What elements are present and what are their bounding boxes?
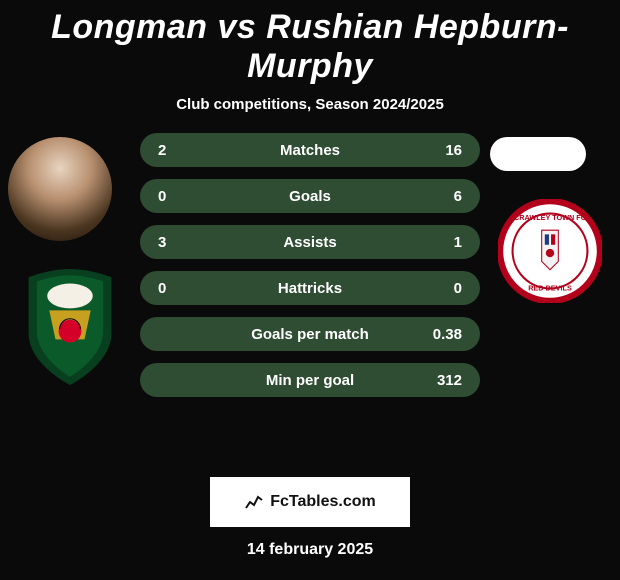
stat-label: Min per goal: [188, 372, 432, 389]
stat-right-value: 16: [432, 142, 462, 159]
stats-rows: 2 Matches 16 0 Goals 6 3 Assists 1 0 Hat…: [140, 133, 480, 409]
club-crest-left: [18, 269, 122, 385]
stat-label: Goals per match: [188, 326, 432, 343]
stat-row: 3 Assists 1: [140, 225, 480, 259]
stat-label: Goals: [188, 188, 432, 205]
comparison-stage: CRAWLEY TOWN FC RED DEVILS 2 Matches 16 …: [0, 133, 620, 473]
subtitle: Club competitions, Season 2024/2025: [0, 96, 620, 113]
stat-label: Matches: [188, 142, 432, 159]
stat-row: 0 Goals 6: [140, 179, 480, 213]
stat-row: 2 Matches 16: [140, 133, 480, 167]
stat-label: Assists: [188, 234, 432, 251]
watermark-text: FcTables.com: [270, 493, 376, 511]
date-text: 14 february 2025: [0, 541, 620, 559]
stat-left-value: 3: [158, 234, 188, 251]
stat-row: Min per goal 312: [140, 363, 480, 397]
stat-row: Goals per match 0.38: [140, 317, 480, 351]
player-right-avatar: [490, 137, 586, 171]
stat-label: Hattricks: [188, 280, 432, 297]
watermark: FcTables.com: [210, 477, 410, 527]
stat-right-value: 312: [432, 372, 462, 389]
stat-right-value: 0.38: [432, 326, 462, 343]
svg-text:CRAWLEY TOWN FC: CRAWLEY TOWN FC: [514, 213, 587, 222]
chart-icon: [244, 492, 264, 512]
stat-row: 0 Hattricks 0: [140, 271, 480, 305]
player-left-avatar: [8, 137, 112, 241]
stat-left-value: 2: [158, 142, 188, 159]
stat-right-value: 6: [432, 188, 462, 205]
svg-text:RED DEVILS: RED DEVILS: [528, 284, 572, 293]
stat-left-value: 0: [158, 188, 188, 205]
stat-left-value: 0: [158, 280, 188, 297]
stat-right-value: 1: [432, 234, 462, 251]
page-title: Longman vs Rushian Hepburn-Murphy: [0, 0, 620, 86]
stat-right-value: 0: [432, 280, 462, 297]
club-crest-right: CRAWLEY TOWN FC RED DEVILS: [498, 199, 602, 303]
